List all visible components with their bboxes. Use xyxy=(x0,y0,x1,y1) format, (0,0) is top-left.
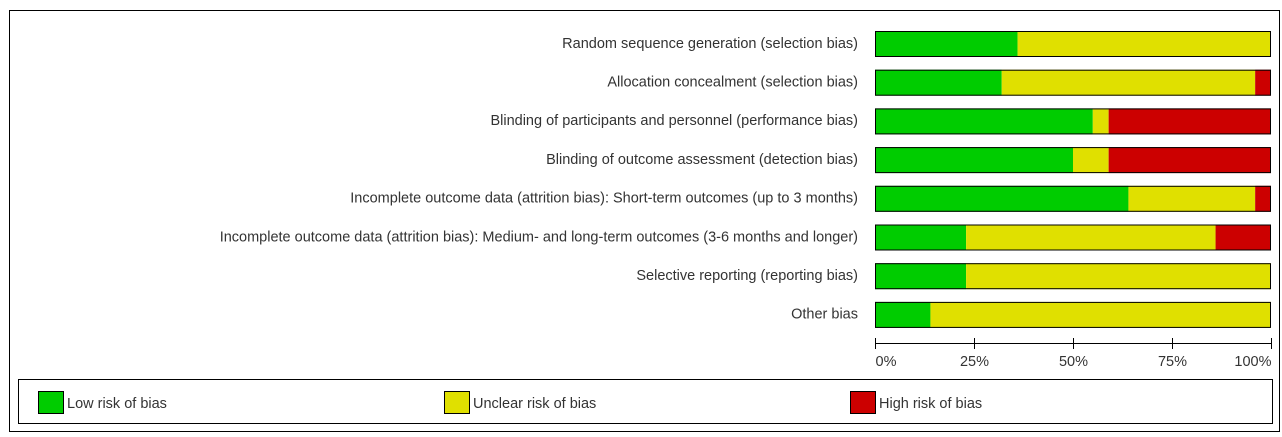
bar-segment xyxy=(1128,185,1256,212)
bar-segment xyxy=(930,301,1271,328)
bar-segment xyxy=(1092,108,1109,135)
bar-outline xyxy=(875,31,1271,57)
bar-outline xyxy=(875,301,1271,328)
legend-swatch xyxy=(38,391,64,414)
bar-segment xyxy=(1215,224,1271,251)
bar-segment xyxy=(875,108,1093,135)
legend-swatch xyxy=(444,391,470,414)
bar-segment xyxy=(1017,31,1271,57)
x-tick-label: 50% xyxy=(1059,354,1088,370)
bar-segment xyxy=(966,263,1271,290)
legend-label: Unclear risk of bias xyxy=(473,396,596,412)
category-label: Random sequence generation (selection bi… xyxy=(562,36,858,52)
legend-swatch xyxy=(850,391,876,414)
category-label: Blinding of outcome assessment (detectio… xyxy=(546,152,858,168)
bar-outline xyxy=(875,69,1271,96)
bar-segment xyxy=(1108,147,1271,174)
legend-label: High risk of bias xyxy=(879,396,982,412)
bar-segment xyxy=(875,185,1129,212)
bar-segment xyxy=(875,31,1018,57)
x-tick-label: 100% xyxy=(1234,354,1271,370)
legend-box xyxy=(18,379,1273,424)
bar-segment xyxy=(875,147,1073,174)
category-label: Incomplete outcome data (attrition bias)… xyxy=(220,229,858,245)
bar-outline xyxy=(875,185,1271,212)
bar-outline xyxy=(875,224,1271,251)
bar-segment xyxy=(1255,69,1271,96)
bar-segment xyxy=(875,301,931,328)
bar-outline xyxy=(875,108,1271,135)
bar-segment xyxy=(1073,147,1109,174)
category-label: Incomplete outcome data (attrition bias)… xyxy=(350,191,858,207)
category-label: Selective reporting (reporting bias) xyxy=(636,268,858,284)
bar-segment xyxy=(1108,108,1271,135)
x-tick-label: 75% xyxy=(1158,354,1187,370)
bar-segment xyxy=(1255,185,1271,212)
bar-segment xyxy=(1001,69,1256,96)
bar-outline xyxy=(875,147,1271,174)
bar-segment xyxy=(966,224,1216,251)
category-label: Other bias xyxy=(791,307,858,323)
bar-segment xyxy=(875,263,967,290)
legend-label: Low risk of bias xyxy=(67,396,167,412)
category-label: Blinding of participants and personnel (… xyxy=(490,113,858,129)
bar-segment xyxy=(875,69,1002,96)
bar-outline xyxy=(875,263,1271,290)
bar-segment xyxy=(875,224,967,251)
category-label: Allocation concealment (selection bias) xyxy=(607,75,858,91)
x-tick-label: 25% xyxy=(960,354,989,370)
x-tick-label: 0% xyxy=(876,354,897,370)
